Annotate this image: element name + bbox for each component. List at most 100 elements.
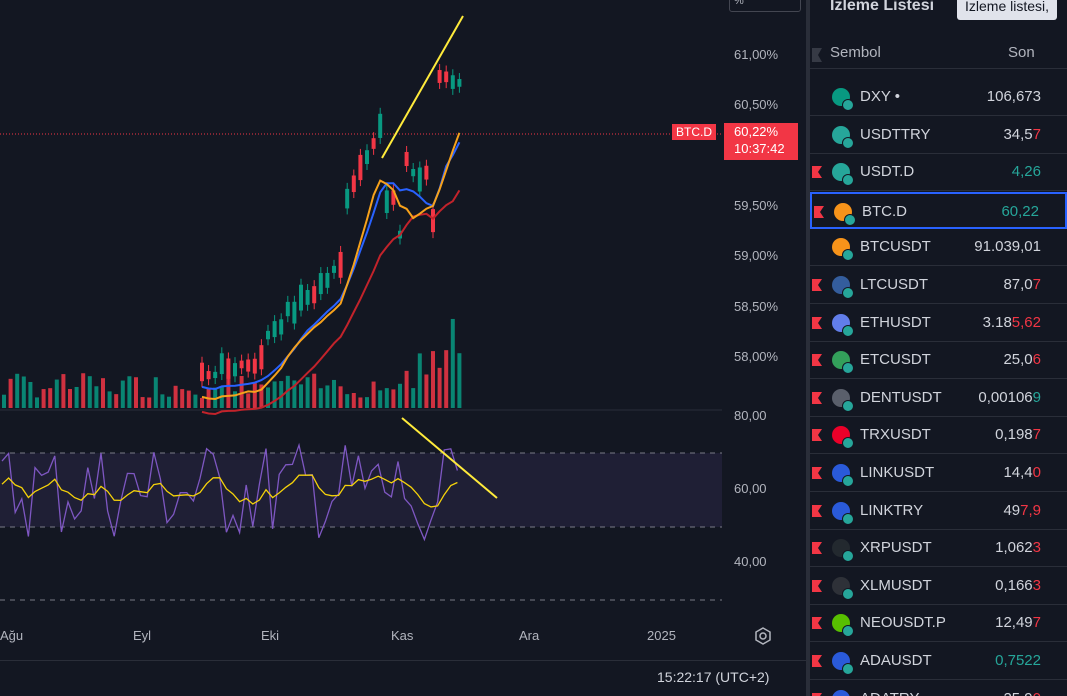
volume-bar — [437, 367, 442, 408]
flag-icon[interactable] — [814, 205, 824, 218]
flag-icon[interactable] — [812, 579, 822, 592]
candle-body — [312, 286, 317, 304]
watchlist-title[interactable]: İzleme Listesi — [830, 0, 935, 14]
volume-bar — [312, 373, 317, 408]
volume-bar — [127, 376, 132, 408]
volume-bar — [431, 351, 435, 408]
percent-scale-toggle[interactable]: % — [729, 0, 801, 12]
watchlist-symbol: ADATRY — [860, 690, 919, 696]
volume-bar — [259, 384, 264, 408]
candle-body — [450, 75, 455, 89]
volume-bar — [272, 381, 277, 408]
moving-average-blue — [201, 141, 461, 391]
chart-canvas[interactable] — [0, 0, 806, 696]
watchlist-row[interactable]: XRPUSDT 1,0623 — [810, 530, 1067, 568]
volume-bar — [68, 389, 72, 408]
chart-clock[interactable]: 15:22:17 (UTC+2) — [657, 669, 770, 685]
volume-bar — [114, 394, 119, 408]
watchlist-row[interactable]: LINKTRY 497,9 — [810, 493, 1067, 530]
candle-body — [378, 113, 383, 138]
chart-settings-icon[interactable] — [753, 626, 773, 646]
column-symbol[interactable]: Sembol — [830, 44, 881, 61]
watchlist-symbol: ADAUSDT — [860, 652, 932, 669]
volume-bar — [332, 379, 336, 408]
watchlist-last-price: 14,40 — [1003, 464, 1041, 481]
watchlist-last-price: 0,1987 — [995, 426, 1041, 444]
watchlist-row[interactable]: LTCUSDT 87,07 — [810, 267, 1067, 304]
watchlist-row[interactable]: BTCUSDT 91.039,01 — [810, 229, 1067, 267]
volume-bar — [94, 386, 99, 408]
candle-body — [233, 363, 237, 377]
candle-body — [259, 345, 264, 370]
flag-icon[interactable] — [812, 467, 822, 479]
candle-body — [325, 272, 330, 288]
candle-body — [457, 79, 462, 87]
flag-icon[interactable] — [812, 279, 822, 291]
volume-bar — [239, 375, 244, 408]
watchlist-row[interactable]: LINKUSDT 14,40 — [810, 455, 1067, 492]
flag-icon[interactable] — [812, 617, 822, 630]
flag-icon[interactable] — [812, 166, 822, 179]
watchlist-last-price: 4,26 — [1011, 163, 1041, 181]
trend-line-price — [381, 15, 464, 159]
panel-divider[interactable] — [806, 0, 810, 696]
exchange-icon — [842, 550, 854, 563]
watchlist-last-price: 91.039,01 — [974, 238, 1041, 256]
exchange-icon — [842, 324, 854, 337]
volume-bar — [246, 393, 251, 408]
candle-body — [292, 301, 297, 324]
watchlist-last-price: 0,1663 — [995, 576, 1041, 594]
watchlist-row[interactable]: DENTUSDT 0,001069 — [810, 380, 1067, 417]
watchlist-symbol: LINKUSDT — [860, 464, 935, 481]
price-tick: 58,00% — [734, 349, 779, 364]
watchlist-symbol: TRXUSDT — [860, 426, 931, 444]
flag-icon[interactable] — [812, 655, 822, 667]
symbol-price-tag: BTC.D — [672, 124, 716, 140]
candle-body — [200, 362, 204, 382]
flag-icon[interactable] — [812, 48, 822, 62]
flag-icon[interactable] — [812, 354, 822, 367]
candle-body — [384, 190, 389, 214]
volume-bar — [252, 382, 257, 408]
flag-icon[interactable] — [812, 316, 822, 329]
watchlist-row[interactable]: ADATRY 25,90 — [810, 681, 1067, 696]
watchlist-row[interactable]: ETCUSDT 25,06 — [810, 342, 1067, 380]
watchlist-row[interactable]: ETHUSDT 3.185,62 — [810, 305, 1067, 342]
flag-icon[interactable] — [812, 391, 822, 404]
volume-bar — [101, 378, 105, 408]
volume-bar — [233, 391, 237, 408]
watchlist-row[interactable]: TRXUSDT 0,1987 — [810, 417, 1067, 455]
volume-bar — [213, 387, 218, 408]
flag-icon[interactable] — [812, 429, 822, 442]
volume-bar — [279, 381, 284, 408]
flag-icon[interactable] — [812, 542, 822, 555]
flag-icon[interactable] — [812, 692, 822, 696]
watchlist-row[interactable]: ADAUSDT 0,7522 — [810, 643, 1067, 680]
price-tick: 58,50% — [734, 299, 779, 314]
watchlist-row[interactable]: NEOUSDT.P 12,497 — [810, 605, 1067, 643]
exchange-icon — [842, 99, 854, 111]
exchange-icon — [842, 625, 854, 638]
watchlist-row[interactable]: USDTTRY 34,57 — [810, 117, 1067, 154]
watchlist-row[interactable]: USDT.D 4,26 — [810, 154, 1067, 192]
volume-bar — [180, 389, 185, 408]
chart-area[interactable]: % 61,00% 60,50% 59,50% 59,00% 58,50% 58,… — [0, 0, 808, 696]
volume-bar — [15, 373, 20, 408]
watchlist-row[interactable]: BTC.D 60,22 — [810, 191, 1067, 229]
watchlist-row[interactable]: XLMUSDT 0,1663 — [810, 568, 1067, 605]
volume-bar — [424, 374, 429, 408]
volume-bar — [35, 397, 39, 408]
volume-bar — [107, 391, 112, 408]
watchlist-row[interactable]: DXY • 106,673 — [810, 79, 1067, 116]
column-last[interactable]: Son — [1008, 44, 1035, 61]
volume-bar — [153, 377, 158, 408]
watchlist-last-price: 60,22 — [1001, 202, 1039, 220]
candle-body — [252, 358, 257, 374]
volume-bar — [160, 394, 165, 408]
exchange-icon — [844, 213, 856, 226]
candle-body — [371, 138, 376, 149]
watchlist-symbol: NEOUSDT.P — [860, 614, 946, 632]
watchlist-last-price: 497,9 — [1003, 501, 1041, 519]
time-tick: Ağu — [0, 628, 24, 643]
flag-icon[interactable] — [812, 504, 822, 517]
